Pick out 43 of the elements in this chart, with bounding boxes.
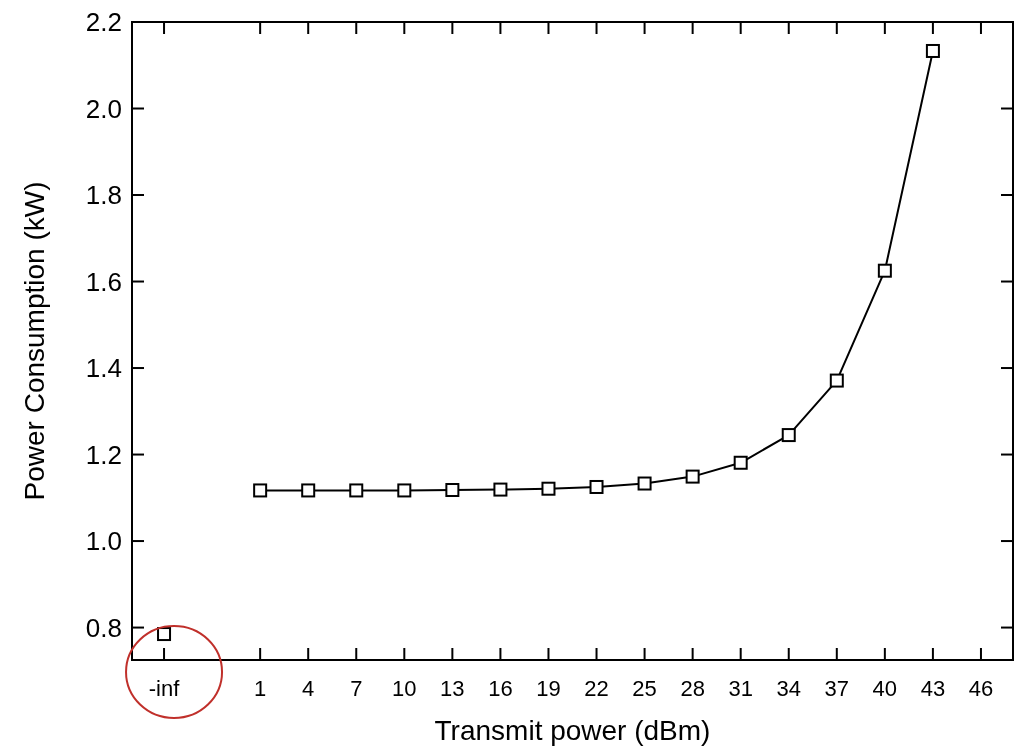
x-tick-label: 31 <box>728 676 753 701</box>
point <box>301 483 316 498</box>
x-tick-label: 22 <box>584 676 609 701</box>
point <box>157 627 172 642</box>
y-tick-label: 0.8 <box>85 612 122 643</box>
x-tick-label: 37 <box>824 676 850 701</box>
point <box>637 476 652 491</box>
x-tick-label: 10 <box>392 676 417 701</box>
point <box>397 483 412 498</box>
point <box>493 482 508 497</box>
x-tick-label: 7 <box>350 676 363 701</box>
y-tick-label: 1.4 <box>85 353 122 384</box>
x-tick-label: 25 <box>632 676 657 701</box>
y-tick-label: 2.0 <box>85 93 122 124</box>
x-tick-label: 43 <box>920 676 946 701</box>
x-tick-label: 40 <box>872 676 898 701</box>
point <box>349 483 364 498</box>
y-tick-label: 1.0 <box>85 526 122 557</box>
point <box>685 469 700 484</box>
x-axis-title: Transmit power (dBm) <box>434 715 711 746</box>
x-tick-label: 4 <box>302 676 315 701</box>
point <box>925 43 940 58</box>
point <box>253 483 268 498</box>
x-tick-label: 16 <box>488 676 513 701</box>
x-tick-label: 34 <box>776 676 801 701</box>
y-tick-label: 1.8 <box>85 180 122 211</box>
x-tick-label: 19 <box>536 676 561 701</box>
x-tick-label: 13 <box>440 676 465 701</box>
point <box>781 428 796 443</box>
y-tick-label: 1.2 <box>85 439 122 470</box>
x-tick-label: 28 <box>680 676 705 701</box>
x-tick-label: -inf <box>148 676 181 701</box>
point <box>445 483 460 498</box>
point <box>877 263 892 278</box>
point <box>589 479 604 494</box>
y-tick-label: 1.6 <box>85 266 122 297</box>
x-tick-label: 1 <box>254 676 267 701</box>
x-tick-label: 46 <box>968 676 994 701</box>
y-tick-label: 2.2 <box>85 7 122 38</box>
y-axis-title: Power Consumption (kW) <box>19 181 50 501</box>
point <box>541 481 556 496</box>
point <box>733 455 748 470</box>
point <box>829 373 844 388</box>
